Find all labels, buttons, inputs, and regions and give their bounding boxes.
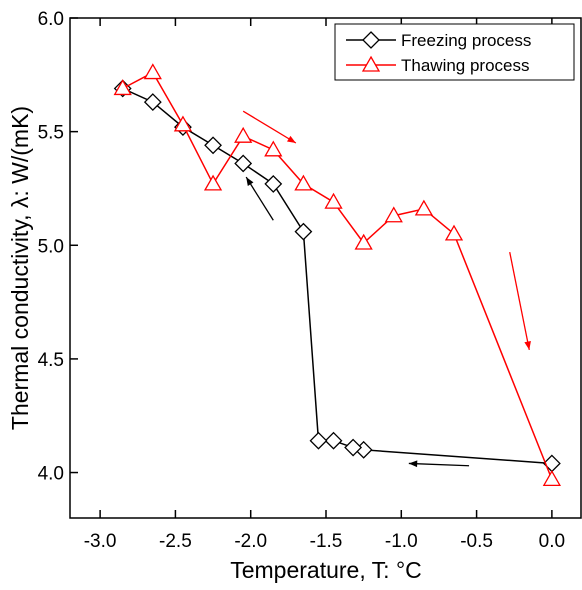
y-tick-label: 4.5: [38, 350, 64, 371]
thawing-process-point: [542, 470, 562, 487]
arrow-shaft: [245, 176, 274, 221]
freezing-process-point: [234, 154, 253, 173]
thawing-process-point: [444, 224, 464, 241]
x-tick-label: 0.0: [539, 531, 565, 552]
thawing-process-line: [122, 71, 553, 480]
thawing-process-point: [324, 192, 343, 209]
direction-arrows: [242, 110, 531, 468]
direction-arrow: [242, 110, 297, 144]
legend-label-freezing-process: Freezing process: [401, 31, 531, 50]
x-tick-label: -1.5: [310, 531, 343, 552]
freezing-process-point: [204, 136, 222, 155]
thawing-process-point: [264, 140, 283, 157]
x-axis-title: Temperature, T: °C: [230, 557, 422, 583]
plot-frame: [69, 17, 582, 519]
freezing-process-point: [143, 93, 162, 112]
y-tick-label: 5.0: [38, 236, 64, 257]
arrow-head: [246, 177, 254, 186]
x-tick-label: -3.0: [84, 531, 117, 552]
y-tick-label: 4.0: [38, 464, 64, 485]
legend-marker-freezing-process: [362, 31, 380, 49]
thawing-process-point: [203, 174, 223, 191]
legend-marker-thawing-process: [361, 55, 381, 72]
arrow-shaft: [408, 462, 470, 467]
freezing-process-point: [309, 431, 328, 450]
freezing-process-point: [264, 174, 283, 193]
y-axis-title: Thermal conductivity, λ: W/(mK): [7, 106, 33, 430]
y-tick-label: 5.5: [38, 123, 64, 144]
y-tick-label: 6.0: [38, 9, 64, 30]
thawing-process-point: [143, 63, 162, 80]
legend: Freezing process Thawing process: [334, 23, 575, 81]
arrow-shaft: [242, 110, 297, 144]
thawing-process-point: [384, 206, 403, 223]
thawing-process-point: [113, 79, 132, 96]
thawing-process-point: [354, 233, 373, 250]
direction-arrow: [509, 251, 531, 350]
legend-label-thawing-process: Thawing process: [401, 56, 530, 75]
thawing-process-point: [173, 115, 193, 132]
thawing-process-series: [113, 63, 562, 487]
x-tick-label: -2.0: [234, 531, 267, 552]
arrow-shaft: [509, 251, 530, 350]
x-tick-label: -0.5: [460, 531, 493, 552]
freezing-process-point: [294, 222, 313, 241]
x-tick-label: -2.5: [159, 531, 192, 552]
freezing-process-series: [113, 79, 561, 473]
thawing-process-point: [234, 126, 253, 143]
direction-arrow: [245, 176, 274, 221]
freezing-process-point: [324, 431, 343, 450]
direction-arrow: [408, 460, 470, 468]
arrow-head: [408, 460, 418, 468]
x-tick-label: -1.0: [385, 531, 418, 552]
plot-series: [113, 63, 562, 487]
arrow-head: [287, 135, 296, 143]
freezing-process-point: [344, 438, 363, 457]
freezing-process-line: [122, 87, 552, 465]
axis-ticks: -3.0 -2.5 -2.0 -1.5 -1.0 -0.5 0.0 4.0 4.5 5.0 5.5 6…: [38, 9, 566, 552]
arrow-head: [524, 340, 531, 350]
thawing-process-point: [414, 199, 434, 216]
thawing-process-point: [294, 174, 313, 191]
